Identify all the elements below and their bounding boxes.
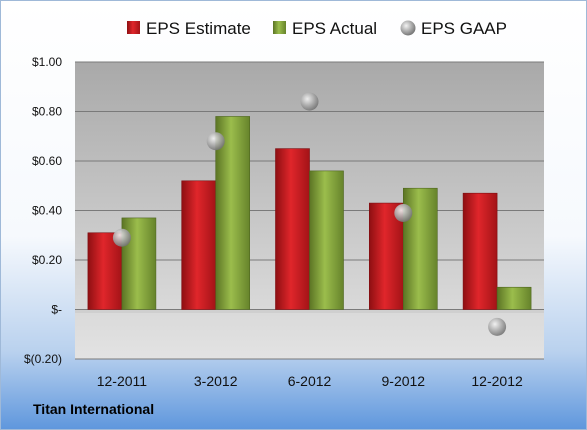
legend-swatch-eps-actual	[273, 21, 286, 34]
legend-marker-eps-gaap	[400, 20, 416, 36]
legend-label-eps-gaap: EPS GAAP	[421, 19, 507, 38]
point-eps-gaap	[300, 92, 319, 111]
y-tick-label: $(0.20)	[24, 352, 62, 366]
gaap-points	[112, 92, 507, 336]
x-tick-label: 3-2012	[194, 373, 238, 389]
x-axis: 12-2011 3-2012 6-2012 9-2012 12-2012	[97, 373, 523, 389]
legend-swatch-eps-estimate	[127, 21, 140, 34]
bar-eps-estimate	[87, 232, 123, 310]
point-eps-gaap	[394, 203, 413, 222]
y-tick-label: $-	[51, 303, 62, 317]
plot-floor	[75, 310, 544, 313]
bars	[87, 116, 532, 310]
point-eps-gaap	[206, 132, 225, 151]
legend-label-eps-estimate: EPS Estimate	[146, 19, 251, 38]
bar-eps-estimate	[181, 180, 216, 310]
y-tick-label: $0.40	[32, 204, 62, 218]
y-tick-label: $0.20	[32, 253, 62, 267]
bar-eps-actual	[215, 116, 250, 310]
x-tick-label: 9-2012	[382, 373, 426, 389]
company-name: Titan International	[33, 401, 155, 417]
y-tick-label: $0.60	[32, 154, 62, 168]
point-eps-gaap	[488, 317, 507, 336]
y-tick-label: $1.00	[32, 55, 62, 69]
bar-eps-estimate	[462, 192, 498, 310]
legend: EPS Estimate EPS Actual EPS GAAP	[127, 19, 507, 38]
x-tick-label: 6-2012	[288, 373, 332, 389]
point-eps-gaap	[112, 228, 131, 247]
y-axis: $1.00 $0.80 $0.60 $0.40 $0.20 $- $(0.20)	[24, 55, 62, 366]
bar-eps-estimate	[275, 148, 310, 310]
bar-eps-actual	[309, 170, 344, 310]
x-tick-label: 12-2011	[97, 373, 148, 389]
legend-label-eps-actual: EPS Actual	[292, 19, 377, 38]
y-tick-label: $0.80	[32, 105, 62, 119]
bar-eps-estimate	[368, 202, 404, 310]
x-tick-label: 12-2012	[471, 373, 523, 389]
bar-eps-actual	[496, 286, 532, 310]
